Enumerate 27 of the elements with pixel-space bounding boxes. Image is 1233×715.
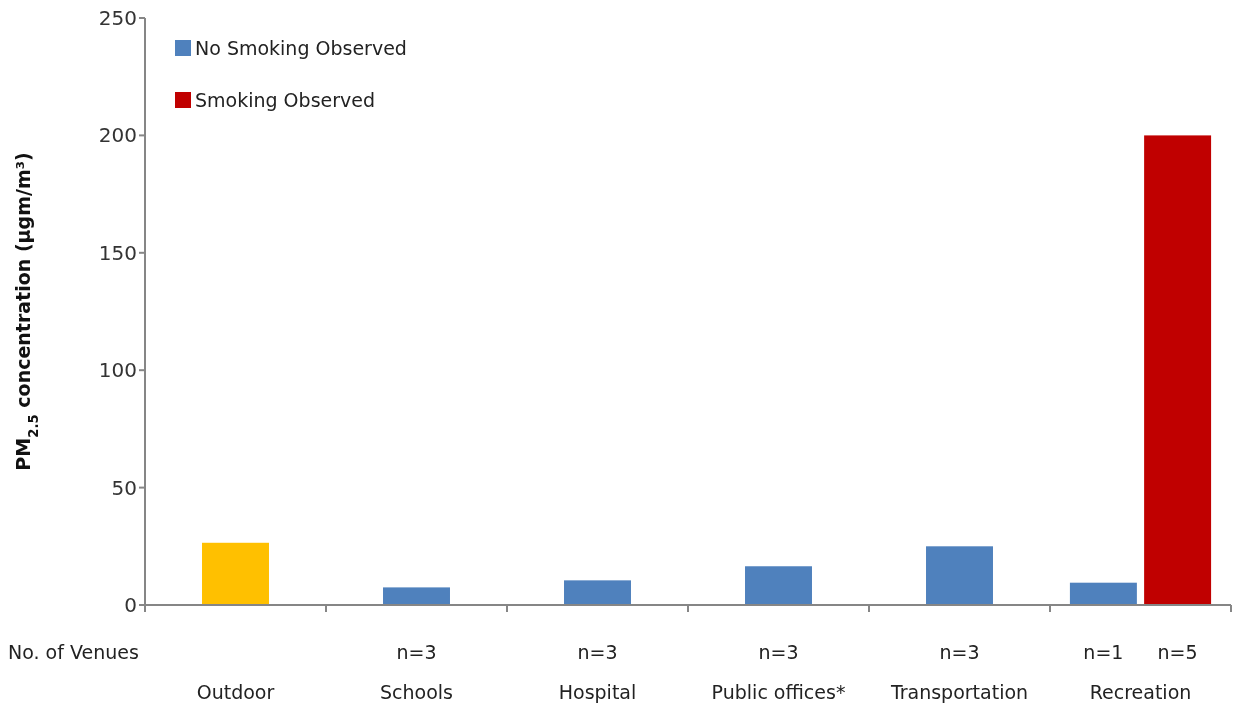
bar xyxy=(383,587,450,605)
text: n=3 xyxy=(577,640,618,663)
bar xyxy=(202,542,269,605)
legend-label: No Smoking Observed xyxy=(195,36,407,59)
bar xyxy=(564,580,631,605)
x-tick-label: Hospital xyxy=(558,681,637,703)
y-tick-label: 50 xyxy=(111,475,137,500)
x-tick-label: Schools xyxy=(380,681,453,703)
legend-label: Smoking Observed xyxy=(195,88,376,111)
y-tick-label: 250 xyxy=(98,6,137,30)
text: n=3 xyxy=(758,640,799,663)
text: n=5 xyxy=(1157,640,1198,663)
y-tick-label: 0 xyxy=(124,593,137,617)
x-tick-label: Outdoor xyxy=(196,681,275,703)
x-tick-label: Recreation xyxy=(1089,681,1192,703)
y-tick-label: 100 xyxy=(98,358,137,383)
text: n=3 xyxy=(396,640,437,663)
text: n=3 xyxy=(939,640,980,663)
x-tick-label: Public offices* xyxy=(711,681,846,703)
x-tick-label: Transportation xyxy=(889,681,1029,703)
bar xyxy=(745,566,812,605)
y-tick-label: 200 xyxy=(98,123,137,148)
text: No. of Venues xyxy=(8,640,139,663)
bar xyxy=(926,546,993,605)
y-tick-label: 150 xyxy=(98,240,137,265)
text: n=1 xyxy=(1083,640,1124,663)
bar xyxy=(1144,135,1212,605)
